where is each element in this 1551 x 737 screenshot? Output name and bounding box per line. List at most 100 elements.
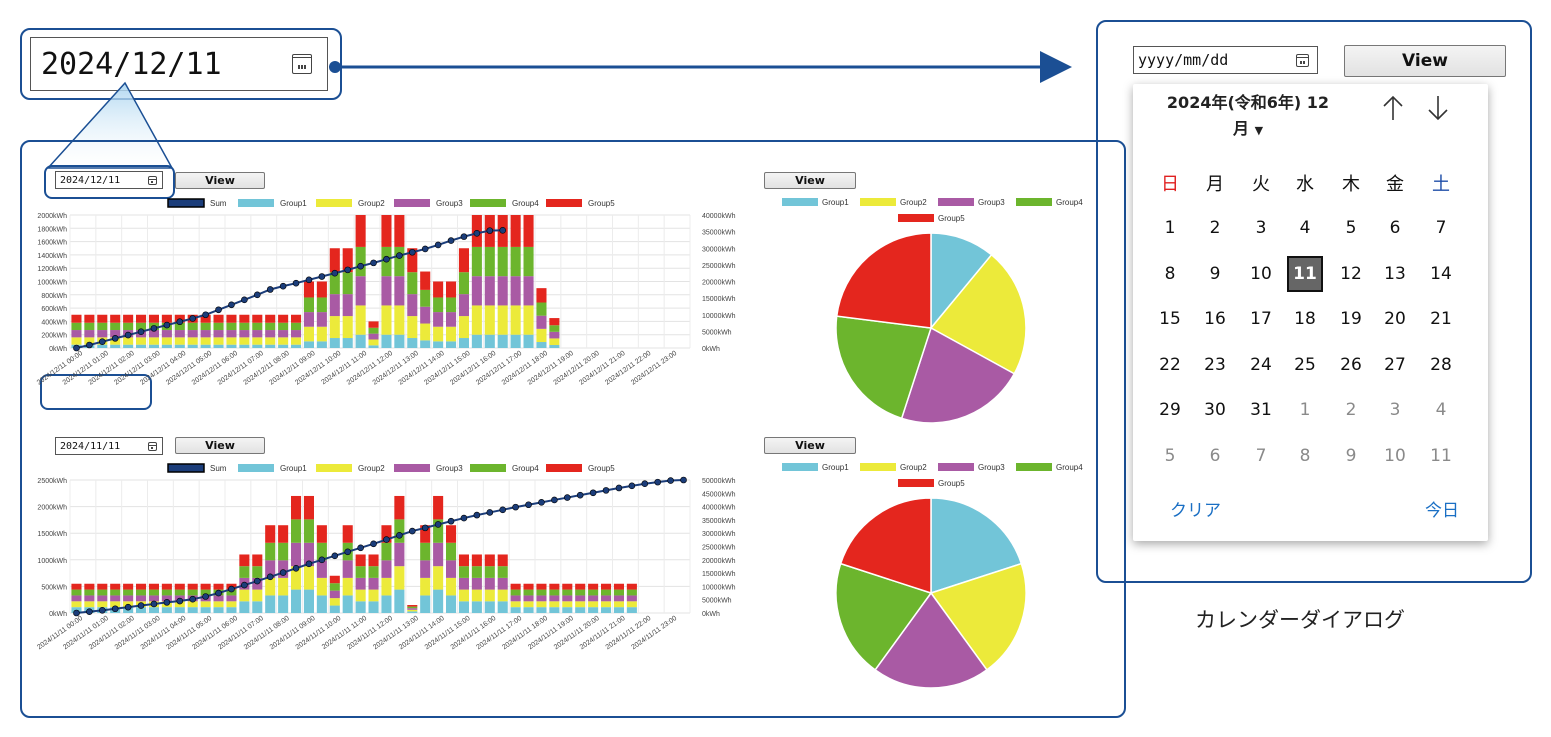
calendar-day[interactable]: 26 bbox=[1340, 354, 1362, 375]
bar-segment-group3 bbox=[471, 577, 482, 590]
calendar-day[interactable]: 21 bbox=[1430, 309, 1452, 329]
calendar-day[interactable]: 20 bbox=[1384, 309, 1406, 329]
calendar-day[interactable]: 15 bbox=[1159, 309, 1181, 329]
calendar-day[interactable]: 2 bbox=[1345, 400, 1357, 420]
calendar-day[interactable]: 8 bbox=[1299, 445, 1311, 466]
bar-segment-group5 bbox=[549, 583, 560, 590]
bar-segment-group3 bbox=[394, 542, 405, 567]
calendar-day[interactable]: 27 bbox=[1384, 354, 1406, 375]
legend-swatch bbox=[898, 214, 934, 222]
zoom-date-input[interactable]: 2024/12/11 bbox=[30, 37, 328, 91]
pie1-view-button[interactable]: View bbox=[764, 172, 856, 189]
legend-swatch bbox=[238, 199, 274, 207]
calendar-day[interactable]: 16 bbox=[1204, 309, 1226, 329]
sum-point bbox=[241, 581, 248, 589]
x-tick-label: 2024/11/11 18:00 bbox=[501, 615, 549, 651]
calendar-day[interactable]: 10 bbox=[1250, 263, 1272, 284]
calendar-icon[interactable] bbox=[148, 442, 157, 451]
calendar-day[interactable]: 1 bbox=[1164, 218, 1176, 238]
bar-segment-group4 bbox=[136, 322, 147, 331]
bar-segment-group2 bbox=[458, 316, 469, 339]
bar-segment-group4 bbox=[161, 589, 172, 596]
bar-segment-group5 bbox=[265, 314, 276, 323]
arrow-down-icon[interactable] bbox=[1426, 94, 1450, 122]
calendar-day[interactable]: 30 bbox=[1204, 400, 1226, 420]
calendar-day[interactable]: 10 bbox=[1384, 445, 1406, 466]
bar-segment-group2 bbox=[562, 601, 573, 608]
bar-segment-group5 bbox=[71, 314, 82, 323]
calendar-day[interactable]: 25 bbox=[1294, 354, 1316, 375]
calendar-day[interactable]: 3 bbox=[1389, 400, 1401, 420]
calendar-day[interactable]: 29 bbox=[1159, 400, 1181, 420]
calendar-day[interactable]: 13 bbox=[1384, 263, 1406, 284]
calendar-day[interactable]: 2 bbox=[1209, 218, 1221, 238]
bar-segment-group4 bbox=[536, 302, 547, 316]
sum-point bbox=[473, 229, 481, 237]
calendar-day[interactable]: 4 bbox=[1435, 400, 1447, 420]
arrow-up-icon[interactable] bbox=[1381, 94, 1405, 122]
calendar-day[interactable]: 28 bbox=[1430, 354, 1452, 375]
calendar-day[interactable]: 12 bbox=[1340, 263, 1362, 284]
sum-point bbox=[253, 291, 261, 299]
bar-segment-group1 bbox=[484, 601, 495, 613]
chart1-date-input[interactable]: 2024/12/11 bbox=[55, 171, 163, 189]
bar-segment-group2 bbox=[97, 601, 108, 608]
calendar-day[interactable]: 5 bbox=[1345, 218, 1357, 238]
pie2-view-button[interactable]: View bbox=[764, 437, 856, 454]
calendar-icon[interactable] bbox=[292, 54, 312, 74]
bar-segment-group3 bbox=[446, 312, 457, 327]
bar-segment-group3 bbox=[613, 595, 624, 602]
calendar-day[interactable]: 7 bbox=[1255, 445, 1267, 466]
bar-segment-group5 bbox=[355, 215, 366, 247]
calendar-day[interactable]: 9 bbox=[1209, 263, 1221, 284]
clear-link[interactable]: クリア bbox=[1170, 501, 1221, 521]
bar-segment-group3 bbox=[291, 330, 302, 338]
bar-segment-group1 bbox=[213, 344, 224, 348]
bar-segment-group1 bbox=[303, 589, 314, 613]
bar-segment-group4 bbox=[471, 566, 482, 578]
calendar-day[interactable]: 18 bbox=[1294, 309, 1316, 329]
calendar-day[interactable]: 4 bbox=[1299, 218, 1311, 238]
calendar-day[interactable]: 5 bbox=[1164, 445, 1176, 466]
sum-point bbox=[124, 331, 132, 339]
month-title[interactable]: 2024年(令和6年) 12 月 ▼ bbox=[1133, 90, 1363, 144]
bar-segment-group5 bbox=[303, 495, 314, 520]
today-link[interactable]: 今日 bbox=[1425, 501, 1459, 521]
calendar-day[interactable]: 24 bbox=[1250, 354, 1272, 375]
calendar-day[interactable]: 31 bbox=[1250, 400, 1272, 420]
dialog-view-button[interactable]: View bbox=[1344, 45, 1506, 77]
calendar-day[interactable]: 11 bbox=[1430, 445, 1452, 466]
dialog-date-input[interactable]: yyyy/mm/dd bbox=[1133, 46, 1318, 74]
calendar-day[interactable]: 9 bbox=[1345, 445, 1357, 466]
calendar-day[interactable]: 1 bbox=[1299, 400, 1311, 420]
chart1-view-button[interactable]: View bbox=[175, 172, 265, 189]
chart2-view-button[interactable]: View bbox=[175, 437, 265, 454]
calendar-day[interactable]: 6 bbox=[1389, 218, 1401, 238]
calendar-day[interactable]: 22 bbox=[1159, 354, 1181, 375]
calendar-day-selected[interactable]: 11 bbox=[1287, 255, 1323, 292]
bar-segment-group4 bbox=[110, 322, 121, 331]
bar-segment-group3 bbox=[200, 330, 211, 338]
calendar-day[interactable]: 7 bbox=[1435, 218, 1447, 238]
bar-segment-group3 bbox=[303, 312, 314, 327]
sum-point bbox=[421, 245, 429, 253]
chart2-date-input[interactable]: 2024/11/11 bbox=[55, 437, 163, 455]
sum-point bbox=[486, 509, 494, 516]
y-right-tick-label: 20000kWh bbox=[702, 558, 736, 565]
bar-segment-group4 bbox=[420, 289, 431, 307]
calendar-day[interactable]: 3 bbox=[1255, 218, 1267, 238]
bar-segment-group1 bbox=[213, 607, 224, 613]
x-tick-label: 2024/11/11 21:00 bbox=[579, 615, 627, 651]
calendar-day[interactable]: 8 bbox=[1164, 263, 1176, 284]
calendar-day[interactable]: 19 bbox=[1340, 309, 1362, 329]
bar-segment-group5 bbox=[394, 495, 405, 520]
calendar-icon[interactable] bbox=[148, 176, 157, 185]
calendar-day[interactable]: 23 bbox=[1204, 354, 1226, 375]
bar-segment-group2 bbox=[316, 326, 327, 342]
bar-segment-group3 bbox=[484, 577, 495, 590]
calendar-day[interactable]: 14 bbox=[1430, 263, 1452, 284]
calendar-day[interactable]: 17 bbox=[1250, 309, 1272, 329]
calendar-day[interactable]: 6 bbox=[1209, 445, 1221, 466]
calendar-icon[interactable] bbox=[1296, 54, 1309, 67]
bar-segment-group5 bbox=[316, 281, 327, 298]
